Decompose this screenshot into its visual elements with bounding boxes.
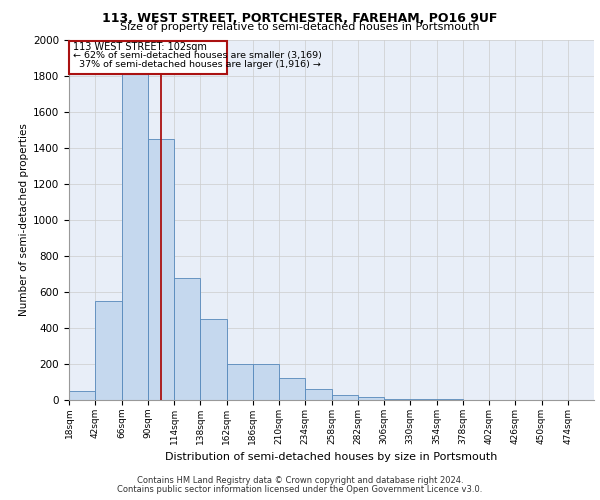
Bar [148,139,174,400]
Bar [253,364,279,400]
Bar [305,389,331,400]
Bar [95,301,121,400]
Bar [410,399,437,400]
Text: Contains HM Land Registry data © Crown copyright and database right 2024.: Contains HM Land Registry data © Crown c… [137,476,463,485]
Text: ← 62% of semi-detached houses are smaller (3,169): ← 62% of semi-detached houses are smalle… [73,51,322,60]
Bar [227,364,253,400]
Bar [331,394,358,400]
Text: Size of property relative to semi-detached houses in Portsmouth: Size of property relative to semi-detach… [120,22,480,32]
Text: 113 WEST STREET: 102sqm: 113 WEST STREET: 102sqm [73,42,207,52]
X-axis label: Distribution of semi-detached houses by size in Portsmouth: Distribution of semi-detached houses by … [166,452,497,462]
Text: 37% of semi-detached houses are larger (1,916) →: 37% of semi-detached houses are larger (… [73,60,321,69]
FancyBboxPatch shape [69,41,227,74]
Text: Contains public sector information licensed under the Open Government Licence v3: Contains public sector information licen… [118,484,482,494]
Bar [121,67,148,400]
Bar [69,391,95,400]
Bar [384,398,410,400]
Bar [200,319,227,400]
Bar [279,378,305,400]
Y-axis label: Number of semi-detached properties: Number of semi-detached properties [19,124,29,316]
Bar [174,278,200,400]
Text: 113, WEST STREET, PORTCHESTER, FAREHAM, PO16 9UF: 113, WEST STREET, PORTCHESTER, FAREHAM, … [103,12,497,26]
Bar [358,398,384,400]
